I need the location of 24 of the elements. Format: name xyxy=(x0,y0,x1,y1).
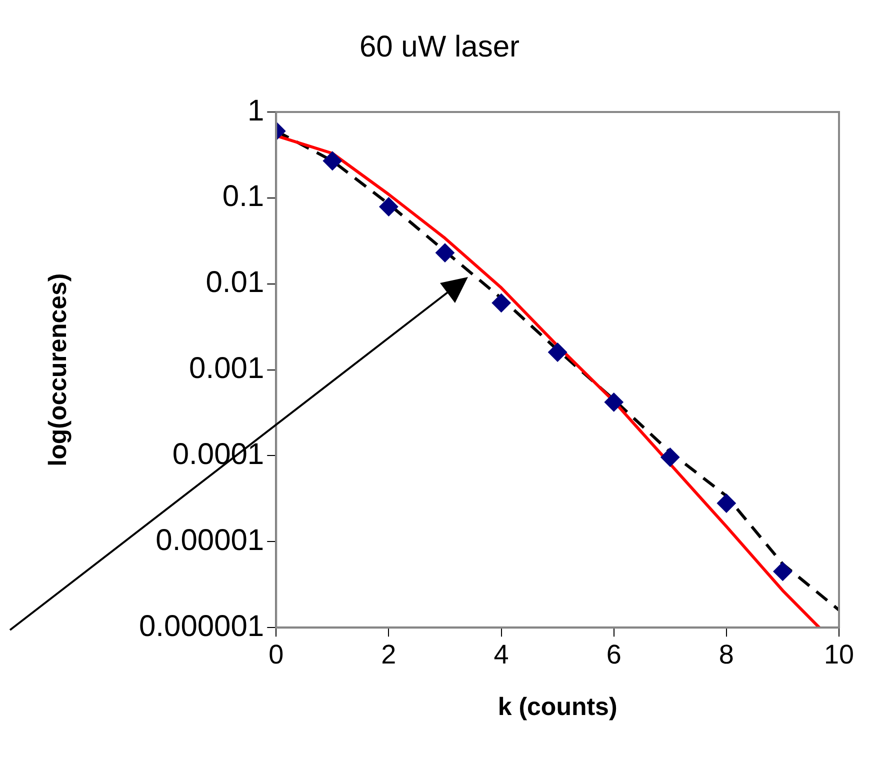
point xyxy=(660,448,680,467)
y-tick-label: 1 xyxy=(247,94,264,128)
y-tick-label: 0.1 xyxy=(222,180,264,214)
y-tick-label: 0.000001 xyxy=(138,610,264,643)
x-tick-label: 8 xyxy=(718,639,734,670)
point xyxy=(379,197,398,216)
x-tick-label: 4 xyxy=(494,639,509,670)
point xyxy=(773,562,792,581)
point xyxy=(435,243,454,262)
y-tick-label: 0.00001 xyxy=(156,524,264,557)
point xyxy=(548,342,568,362)
point xyxy=(604,392,624,412)
y-axis-title: log(occurences) xyxy=(44,273,72,466)
y-tick-label: 0.001 xyxy=(189,352,264,386)
x-tick-label: 0 xyxy=(268,639,284,670)
x-tick-label: 6 xyxy=(606,639,622,670)
point xyxy=(492,293,511,312)
point xyxy=(716,494,736,513)
point xyxy=(322,151,342,170)
x-tick-label: 10 xyxy=(824,639,854,670)
chart-title: 60 uW laser xyxy=(359,30,520,64)
y-tick-label: 0.01 xyxy=(206,266,264,300)
x-axis-title: k (counts) xyxy=(498,692,618,721)
x-tick-label: 2 xyxy=(381,639,396,670)
